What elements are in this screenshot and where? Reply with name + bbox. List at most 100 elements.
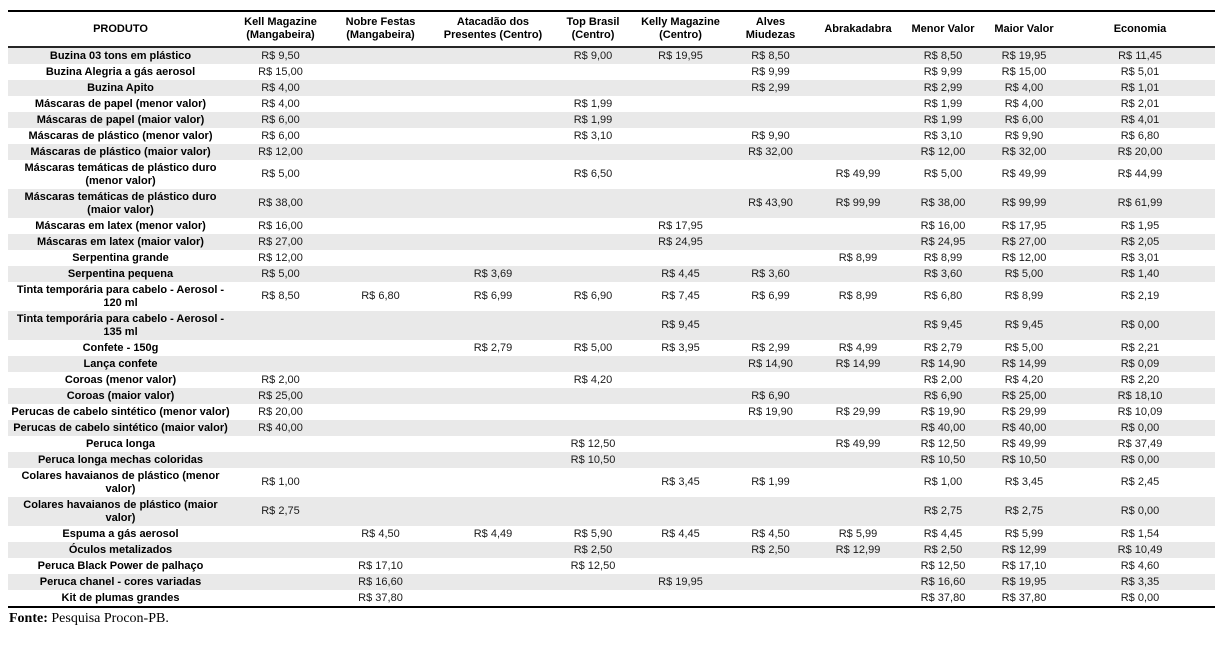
price-cell: R$ 19,90 <box>748 405 793 418</box>
price-cell: R$ 3,35 <box>1120 575 1160 588</box>
price-cell: R$ 5,99 <box>838 527 878 540</box>
price-cell <box>328 468 433 497</box>
price-cell: R$ 4,50 <box>751 527 790 540</box>
product-name: Coroas (maior valor) <box>66 389 175 402</box>
price-cell: R$ 9,45 <box>923 319 963 331</box>
column-header: Kelly Magazine (Centro) <box>633 11 728 48</box>
price-cell <box>433 128 553 144</box>
price-cell: R$ 1,99 <box>573 97 613 110</box>
price-cell: R$ 1,40 <box>1120 267 1160 280</box>
price-cell <box>813 574 903 590</box>
product-name: Máscaras temáticas de plástico duro (mai… <box>24 190 217 216</box>
table-row: Confete - 150g R$ 2,79 R$ 5,00 R$ 3,95 R$ 2,… <box>8 340 1215 356</box>
price-cell <box>433 234 553 250</box>
price-cell: R$ 49,99 <box>835 168 881 180</box>
column-header: Abrakadabra <box>813 11 903 48</box>
price-cell <box>328 112 433 128</box>
price-cell <box>433 64 553 80</box>
price-cell <box>813 64 903 80</box>
price-cell: R$ 25,00 <box>1001 389 1047 402</box>
price-cell: R$ 3,01 <box>1120 251 1160 264</box>
product-name: Serpentina pequena <box>67 267 174 280</box>
price-cell: R$ 24,95 <box>658 235 703 248</box>
price-cell: R$ 4,20 <box>573 373 613 386</box>
price-cell: R$ 0,09 <box>1120 357 1160 370</box>
price-cell <box>433 452 553 468</box>
price-cell: R$ 6,00 <box>1004 113 1044 126</box>
price-cell: R$ 2,79 <box>923 341 963 354</box>
table-row: Máscaras de papel (maior valor) R$ 6,00 R$… <box>8 112 1215 128</box>
price-cell: R$ 99,99 <box>1001 197 1047 209</box>
price-cell: R$ 17,10 <box>1001 559 1047 572</box>
price-cell <box>553 356 633 372</box>
price-cell <box>433 160 553 189</box>
table-row: Coroas (maior valor) R$ 25,00 R$ 6,90 R$ 6,… <box>8 388 1215 404</box>
price-cell <box>633 356 728 372</box>
price-cell <box>233 340 328 356</box>
price-cell <box>633 388 728 404</box>
price-cell <box>433 590 553 607</box>
price-cell <box>433 311 553 340</box>
price-cell: R$ 2,75 <box>1004 505 1044 517</box>
price-cell: R$ 17,95 <box>1001 219 1047 232</box>
price-cell <box>433 436 553 452</box>
price-cell: R$ 10,50 <box>1001 453 1047 466</box>
price-cell: R$ 44,99 <box>1117 168 1163 180</box>
price-cell <box>728 234 813 250</box>
price-cell <box>233 526 328 542</box>
price-cell: R$ 9,00 <box>573 49 613 62</box>
price-cell <box>553 266 633 282</box>
price-cell <box>328 234 433 250</box>
price-cell <box>633 590 728 607</box>
price-cell: R$ 12,50 <box>570 559 616 572</box>
price-cell: R$ 10,50 <box>570 453 616 466</box>
price-cell <box>553 189 633 218</box>
price-cell: R$ 4,20 <box>1004 373 1044 386</box>
table-row: Máscaras de plástico (menor valor) R$ 6,0… <box>8 128 1215 144</box>
price-cell: R$ 40,00 <box>258 421 303 434</box>
table-row: Óculos metalizados R$ 2,50 R$ 2,50 R$ 12,99… <box>8 542 1215 558</box>
price-cell <box>433 558 553 574</box>
price-cell: R$ 9,90 <box>751 129 790 142</box>
price-cell: R$ 2,75 <box>923 505 963 517</box>
price-cell: R$ 40,00 <box>920 421 966 434</box>
price-cell <box>728 250 813 266</box>
price-cell: R$ 16,00 <box>258 219 303 232</box>
price-cell <box>633 420 728 436</box>
price-cell: R$ 0,00 <box>1120 319 1160 331</box>
price-cell <box>813 234 903 250</box>
price-cell: R$ 2,19 <box>1120 290 1160 302</box>
price-cell <box>328 96 433 112</box>
table-row: Buzina Alegria a gás aerosol R$ 15,00 R$ 9… <box>8 64 1215 80</box>
price-cell: R$ 19,95 <box>1001 575 1047 588</box>
price-cell: R$ 6,80 <box>923 290 963 302</box>
price-cell <box>633 404 728 420</box>
price-cell <box>328 542 433 558</box>
price-cell: R$ 9,99 <box>923 65 963 78</box>
price-cell <box>633 452 728 468</box>
price-cell: R$ 6,00 <box>261 113 300 126</box>
table-row: Kit de plumas grandes R$ 37,80 R$ 37,80 R$ … <box>8 590 1215 607</box>
price-cell: R$ 1,99 <box>751 476 790 488</box>
price-cell: R$ 1,00 <box>261 476 300 488</box>
price-cell <box>233 558 328 574</box>
price-cell: R$ 2,99 <box>923 81 963 94</box>
price-cell: R$ 15,00 <box>258 65 303 78</box>
price-cell <box>813 112 903 128</box>
table-row: Peruca Black Power de palhaço R$ 17,10 R$ … <box>8 558 1215 574</box>
price-cell: R$ 6,90 <box>573 290 613 302</box>
price-cell: R$ 9,50 <box>261 49 300 62</box>
source-text: Pesquisa Procon-PB. <box>47 611 169 626</box>
price-cell <box>433 542 553 558</box>
price-cell: R$ 9,99 <box>751 65 790 78</box>
price-cell: R$ 19,95 <box>658 49 703 62</box>
table-row: Colares havaianos de plástico (maior val… <box>8 497 1215 526</box>
table-row: Máscaras de papel (menor valor) R$ 4,00 R$… <box>8 96 1215 112</box>
price-cell: R$ 2,01 <box>1120 97 1160 110</box>
price-cell: R$ 2,50 <box>573 543 613 556</box>
table-row: Máscaras em latex (menor valor) R$ 16,00 R… <box>8 218 1215 234</box>
price-cell: R$ 27,00 <box>1001 235 1047 248</box>
table-row: Peruca longa mechas coloridas R$ 10,50 R$ … <box>8 452 1215 468</box>
price-cell <box>553 144 633 160</box>
product-name: Confete - 150g <box>82 341 159 354</box>
